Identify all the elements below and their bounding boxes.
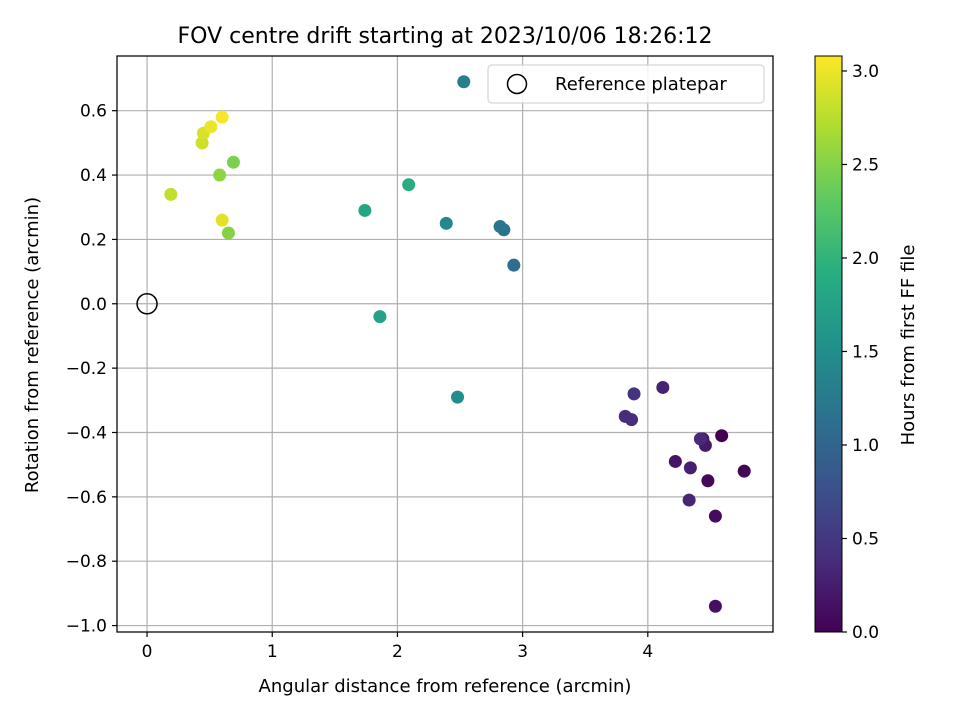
- colorbar-ticks: 0.0 0.5 1.0 1.5 2.0 2.5 3.0: [842, 62, 879, 643]
- data-point: [226, 155, 240, 169]
- y-tick-label: −0.4: [66, 423, 107, 443]
- data-point: [627, 387, 641, 401]
- colorbar-tick-label: 0.0: [852, 623, 879, 643]
- data-point: [402, 178, 416, 192]
- x-tick-label: 1: [267, 642, 278, 662]
- y-tick-label: −0.6: [66, 488, 107, 508]
- colorbar-tick-label: 1.0: [852, 436, 879, 456]
- y-axis-ticks: 0.6 0.4 0.2 0.0 −0.2 −0.4 −0.6 −0.8 −1.0: [66, 102, 117, 637]
- plot-area-frame: [116, 55, 774, 633]
- data-point: [451, 390, 465, 404]
- colorbar-tick-label: 0.5: [852, 529, 879, 549]
- data-point: [625, 413, 639, 427]
- data-point: [708, 509, 722, 523]
- x-tick-label: 0: [142, 642, 153, 662]
- data-point: [215, 213, 229, 227]
- colorbar-tick-label: 3.0: [852, 62, 879, 82]
- y-tick-label: −0.2: [66, 359, 107, 379]
- y-tick-label: 0.4: [80, 166, 107, 186]
- x-axis-label: Angular distance from reference (arcmin): [259, 676, 632, 697]
- colorbar-label: Hours from first FF file: [898, 245, 919, 446]
- data-point: [668, 454, 682, 468]
- data-point: [215, 110, 229, 124]
- colorbar-tick-label: 2.0: [852, 249, 879, 269]
- y-axis-label: Rotation from reference (arcmin): [22, 197, 43, 493]
- data-point: [656, 380, 670, 394]
- y-tick-label: 0.0: [80, 295, 107, 315]
- data-point: [693, 432, 707, 446]
- data-point: [683, 461, 697, 475]
- grid-lines: [117, 56, 773, 632]
- data-point: [507, 258, 521, 272]
- reference-platepar-marker: [136, 293, 158, 315]
- data-point: [737, 464, 751, 478]
- x-tick-label: 4: [642, 642, 653, 662]
- data-point: [715, 429, 729, 443]
- data-point: [439, 216, 453, 230]
- data-point: [457, 75, 471, 89]
- y-tick-label: −0.8: [66, 552, 107, 572]
- data-point: [682, 493, 696, 507]
- legend-reference-marker: [506, 73, 528, 95]
- colorbar: 0.0 0.5 1.0 1.5 2.0 2.5 3.0 Hours from first F…: [814, 55, 919, 643]
- y-tick-label: 0.6: [80, 102, 107, 122]
- x-tick-label: 3: [517, 642, 528, 662]
- x-axis-ticks: 0 1 2 3 4: [142, 632, 653, 662]
- data-point: [493, 220, 507, 234]
- legend-label: Reference platepar: [555, 74, 727, 95]
- y-tick-label: 0.2: [80, 230, 107, 250]
- data-point: [701, 474, 715, 488]
- colorbar-tick-label: 2.5: [852, 155, 879, 175]
- colorbar-tick-label: 1.5: [852, 342, 879, 362]
- data-point: [221, 226, 235, 240]
- colorbar-gradient: [814, 55, 843, 633]
- data-point: [204, 120, 218, 134]
- chart-title: FOV centre drift starting at 2023/10/06 …: [178, 24, 713, 49]
- data-point: [358, 203, 372, 217]
- data-points: [136, 75, 751, 613]
- data-point: [195, 136, 209, 150]
- data-point: [213, 168, 227, 182]
- legend: Reference platepar: [487, 64, 765, 104]
- data-point: [708, 599, 722, 613]
- data-point: [164, 187, 178, 201]
- x-tick-label: 2: [392, 642, 403, 662]
- legend-box: [487, 64, 765, 104]
- data-point: [373, 310, 387, 324]
- y-tick-label: −1.0: [66, 617, 107, 637]
